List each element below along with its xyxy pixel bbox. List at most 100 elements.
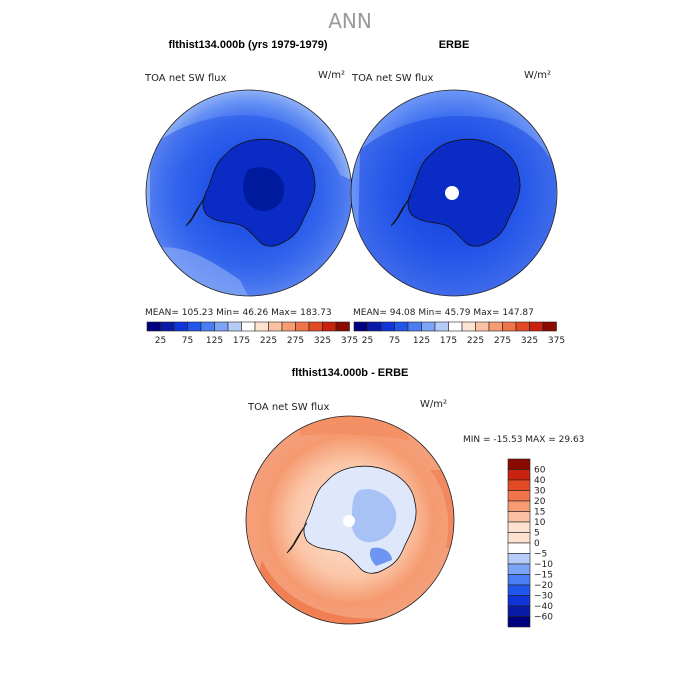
panel-diff-stats: MIN = -15.53 MAX = 29.63 <box>463 435 584 445</box>
panel-model-title: flthist134.000b (yrs 1979-1979) <box>169 39 328 51</box>
panel-obs-map <box>351 90 557 296</box>
panel-diff-title: flthist134.000b - ERBE <box>292 367 409 379</box>
colorbar-tick-label: 175 <box>440 336 457 346</box>
colorbar-tick-label: −40 <box>534 602 553 612</box>
colorbar-box <box>502 321 517 332</box>
colorbar-box <box>529 321 544 332</box>
colorbar-box <box>475 321 490 332</box>
colorbar-box <box>507 458 531 470</box>
colorbar-box <box>507 500 531 512</box>
colorbar-box <box>507 584 531 596</box>
colorbar-box <box>507 574 531 586</box>
colorbar-box <box>448 321 463 332</box>
colorbar-tick-label: 325 <box>314 336 331 346</box>
colorbar-tick-label: 125 <box>413 336 430 346</box>
panel-obs-units: W/m² <box>524 70 551 81</box>
colorbar-tick-label: 75 <box>182 336 193 346</box>
colorbar-box <box>488 321 503 332</box>
colorbar-box <box>507 595 531 607</box>
colorbar-box <box>214 321 229 332</box>
colorbar-tick-label: 10 <box>534 518 546 528</box>
colorbar-tick-label: 60 <box>534 466 546 476</box>
colorbar-tick-label: 15 <box>534 508 545 518</box>
colorbar-tick-label: 75 <box>389 336 400 346</box>
colorbar-tick-label: 225 <box>467 336 484 346</box>
colorbar-tick-label: −30 <box>534 592 553 602</box>
colorbar-box <box>187 321 202 332</box>
colorbar-box <box>173 321 188 332</box>
colorbar-box <box>268 321 283 332</box>
figure-title: ANN <box>328 9 372 33</box>
colorbar-box <box>146 321 161 332</box>
panel-model-field-label: TOA net SW flux <box>144 73 226 84</box>
colorbar-box <box>434 321 449 332</box>
colorbar-box <box>507 542 531 554</box>
colorbar-box <box>407 321 422 332</box>
panel-obs-field-label: TOA net SW flux <box>351 73 433 84</box>
colorbar-box <box>241 321 256 332</box>
colorbar-tick-label: 125 <box>206 336 223 346</box>
panel-diff-map <box>246 416 454 624</box>
colorbar-tick-label: 375 <box>341 336 358 346</box>
panel-diff: flthist134.000b - ERBE TOA net SW flux W… <box>245 367 584 628</box>
colorbar-tick-label: 325 <box>521 336 538 346</box>
colorbar-box <box>308 321 323 332</box>
panel-obs: ERBE TOA net SW flux W/m² MEAN= 94.08 Mi… <box>350 39 565 346</box>
colorbar-tick-label: −20 <box>534 581 553 591</box>
panel-model-stats: MEAN= 105.23 Min= 46.26 Max= 183.73 <box>145 308 332 318</box>
colorbar-box <box>353 321 368 332</box>
colorbar-box <box>507 563 531 575</box>
colorbar-box <box>200 321 215 332</box>
panel-model-colorbar: 25 75 125 175 225 275 325 375 <box>146 321 358 346</box>
colorbar-tick-label: −15 <box>534 571 553 581</box>
colorbar-box <box>281 321 296 332</box>
colorbar-box <box>542 321 557 332</box>
panel-obs-colorbar: 25 75 125 175 225 275 325 375 <box>353 321 565 346</box>
colorbar-box <box>507 490 531 502</box>
colorbar-tick-label: 20 <box>534 497 546 507</box>
colorbar-tick-label: 375 <box>548 336 565 346</box>
colorbar-box <box>507 532 531 544</box>
colorbar-box <box>507 511 531 523</box>
colorbar-box <box>507 469 531 481</box>
panel-obs-stats: MEAN= 94.08 Min= 45.79 Max= 147.87 <box>353 308 534 318</box>
panel-obs-title: ERBE <box>439 39 470 51</box>
colorbar-tick-label: 175 <box>233 336 250 346</box>
colorbar-tick-label: 0 <box>534 539 540 549</box>
panel-diff-units: W/m² <box>420 399 447 410</box>
colorbar-box <box>322 321 337 332</box>
colorbar-box <box>335 321 350 332</box>
colorbar-box <box>507 521 531 533</box>
panel-diff-field-label: TOA net SW flux <box>247 402 329 413</box>
colorbar-box <box>160 321 175 332</box>
colorbar-box <box>507 616 531 628</box>
colorbar-tick-label: 25 <box>155 336 166 346</box>
panel-model-map <box>146 90 352 296</box>
colorbar-box <box>421 321 436 332</box>
colorbar-box <box>254 321 269 332</box>
colorbar-box <box>507 479 531 491</box>
colorbar-box <box>515 321 530 332</box>
colorbar-box <box>394 321 409 332</box>
colorbar-tick-label: −60 <box>534 613 553 623</box>
colorbar-box <box>461 321 476 332</box>
panel-model: flthist134.000b (yrs 1979-1979) TOA net … <box>144 39 358 346</box>
colorbar-box <box>507 605 531 617</box>
colorbar-box <box>507 553 531 565</box>
colorbar-tick-label: 40 <box>534 476 546 486</box>
colorbar-tick-label: 275 <box>494 336 511 346</box>
panel-model-units: W/m² <box>318 70 345 81</box>
colorbar-box <box>227 321 242 332</box>
colorbar-box <box>367 321 382 332</box>
colorbar-tick-label: 5 <box>534 529 540 539</box>
colorbar-tick-label: −5 <box>534 550 547 560</box>
colorbar-tick-label: 225 <box>260 336 277 346</box>
colorbar-box <box>295 321 310 332</box>
colorbar-tick-label: −10 <box>534 560 553 570</box>
colorbar-tick-label: 30 <box>534 487 546 497</box>
colorbar-box <box>380 321 395 332</box>
colorbar-tick-label: 25 <box>362 336 373 346</box>
